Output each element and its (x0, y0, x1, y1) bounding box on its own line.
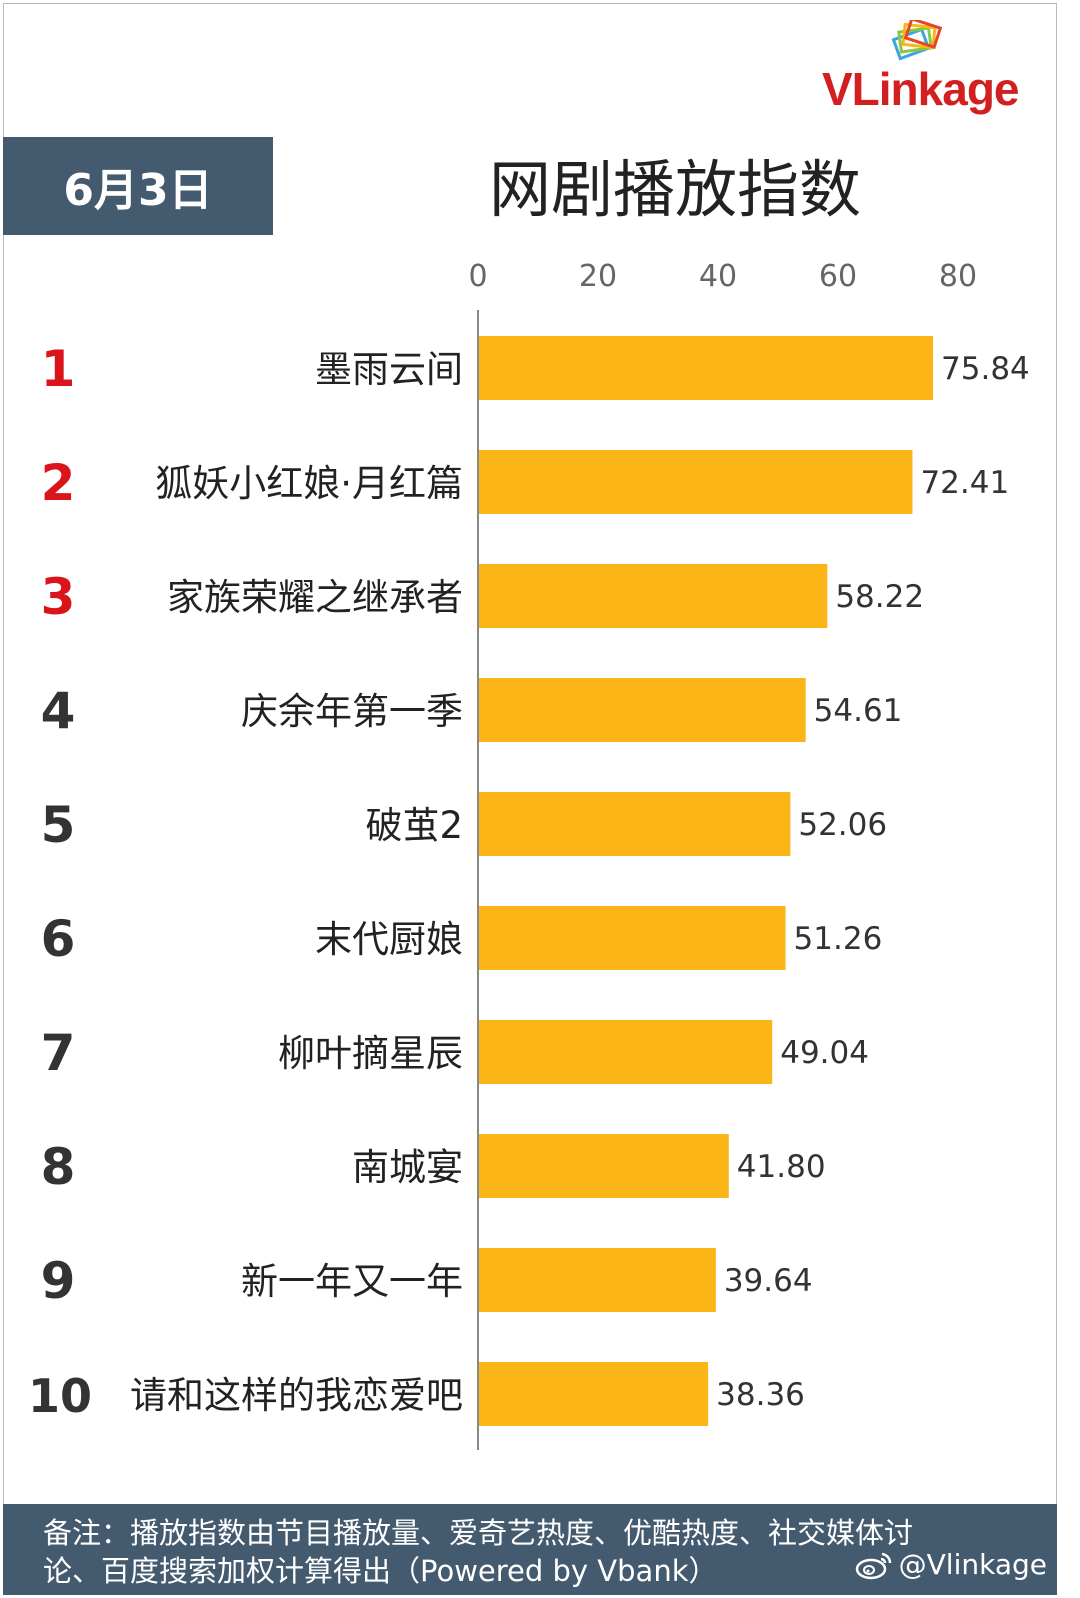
category-label: 庆余年第一季 (241, 690, 463, 733)
weibo-credit: @Vlinkage (855, 1548, 1047, 1581)
bar (479, 792, 791, 856)
category-label: 新一年又一年 (241, 1260, 463, 1303)
data-label: 41.80 (737, 1149, 826, 1185)
x-tick-label: 40 (699, 259, 737, 294)
logo-mark-icon (891, 20, 943, 61)
category-label: 末代厨娘 (315, 918, 463, 961)
data-label: 51.26 (794, 921, 883, 957)
vlinkage-logo: VLinkage (822, 20, 1072, 115)
footer-note-line-1: 备注：播放指数由节目播放量、爱奇艺热度、优酷热度、社交媒体讨 (43, 1516, 914, 1550)
rank-number: 7 (41, 1024, 76, 1082)
data-label: 49.04 (780, 1035, 869, 1071)
x-tick-label: 60 (819, 259, 857, 294)
bar (479, 336, 934, 400)
bar (479, 1248, 716, 1312)
bar (479, 1362, 709, 1426)
category-label: 破茧2 (365, 804, 463, 847)
category-label: 柳叶摘星辰 (278, 1032, 463, 1075)
rank-number: 5 (41, 796, 76, 854)
bar (479, 906, 786, 970)
rank-number: 8 (41, 1138, 76, 1196)
category-label: 请和这样的我恋爱吧 (130, 1374, 463, 1417)
date-badge: 6月3日 (3, 137, 273, 235)
bar (479, 1134, 729, 1198)
bar (479, 450, 913, 514)
footer-note: 备注：播放指数由节目播放量、爱奇艺热度、优酷热度、社交媒体讨 论、百度搜索加权计… (43, 1514, 1023, 1590)
data-label: 52.06 (798, 807, 887, 843)
category-label: 墨雨云间 (315, 348, 463, 391)
category-label: 家族荣耀之继承者 (167, 576, 463, 619)
x-tick-label: 20 (579, 259, 617, 294)
rank-number: 10 (28, 1369, 92, 1423)
data-label: 75.84 (941, 351, 1030, 387)
bar (479, 564, 828, 628)
rank-number: 1 (41, 340, 76, 398)
weibo-handle: @Vlinkage (898, 1548, 1047, 1581)
x-tick-label: 0 (468, 259, 487, 294)
logo-text: VLinkage (822, 63, 1020, 115)
rank-number: 9 (41, 1252, 76, 1310)
bar (479, 678, 806, 742)
category-label: 南城宴 (352, 1146, 463, 1189)
data-label: 38.36 (716, 1377, 805, 1413)
category-label: 狐妖小红娘·月红篇 (155, 462, 463, 505)
x-tick-label: 80 (939, 259, 977, 294)
bar (479, 1020, 773, 1084)
data-label: 72.41 (920, 465, 1009, 501)
footer-note-line-2: 论、百度搜索加权计算得出（Powered by Vbank） (43, 1554, 718, 1588)
data-label: 58.22 (835, 579, 924, 615)
rank-number: 4 (41, 682, 76, 740)
data-label: 54.61 (814, 693, 903, 729)
rank-number: 2 (41, 454, 76, 512)
weibo-icon (855, 1552, 891, 1579)
chart-title: 网剧播放指数 (488, 153, 861, 226)
footer-bar: 备注：播放指数由节目播放量、爱奇艺热度、优酷热度、社交媒体讨 论、百度搜索加权计… (3, 1504, 1057, 1595)
rank-number: 3 (41, 568, 76, 626)
rank-number: 6 (41, 910, 76, 968)
bar-chart: 0 20 40 60 80 75.84 墨雨云间 1 72.41 狐妖小红娘·月红篇 2 58.22 家… (28, 259, 1030, 1450)
data-label: 39.64 (724, 1263, 813, 1299)
